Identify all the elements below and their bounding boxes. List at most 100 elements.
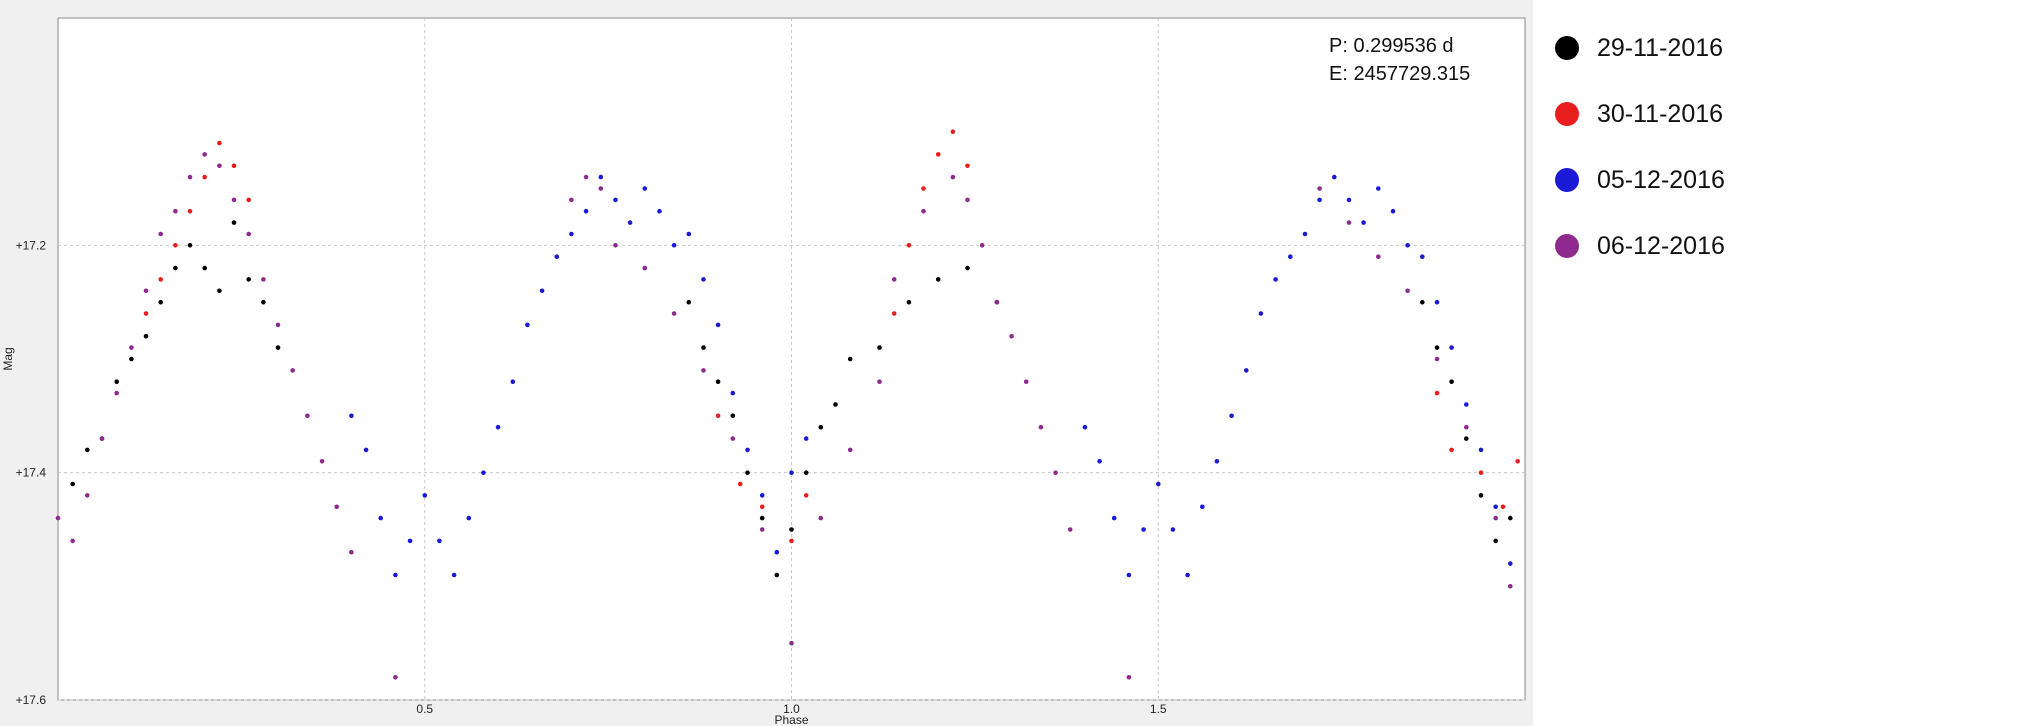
- data-point: [774, 572, 780, 578]
- data-point: [921, 186, 926, 191]
- data-point: [1434, 356, 1440, 362]
- data-point: [378, 515, 384, 521]
- data-point: [598, 174, 604, 180]
- y-tick-label: +17.4: [16, 466, 47, 480]
- data-point: [701, 368, 706, 373]
- y-tick-label: +17.6: [16, 693, 47, 707]
- data-point: [202, 265, 207, 271]
- data-point: [1405, 243, 1410, 248]
- data-point: [979, 243, 985, 248]
- data-point: [1111, 515, 1117, 521]
- data-point: [495, 424, 501, 430]
- data-point: [789, 640, 794, 646]
- data-point: [275, 322, 281, 328]
- data-point: [1302, 231, 1308, 237]
- data-point: [950, 174, 956, 180]
- data-point: [275, 345, 281, 350]
- data-point: [510, 379, 516, 385]
- data-point: [539, 288, 545, 294]
- data-point: [1449, 447, 1454, 453]
- legend-label: 29-11-2016: [1597, 33, 1724, 62]
- data-point: [730, 436, 736, 441]
- data-point: [114, 390, 119, 396]
- data-point: [363, 447, 369, 453]
- data-point: [290, 368, 296, 373]
- y-axis-label: Mag: [1, 347, 15, 370]
- data-point: [554, 254, 560, 259]
- data-point: [598, 186, 604, 191]
- data-point: [1500, 504, 1506, 510]
- legend-label: 06-12-2016: [1597, 231, 1725, 260]
- data-point: [1288, 254, 1293, 259]
- data-point: [1376, 254, 1381, 259]
- data-point: [114, 379, 119, 385]
- data-point: [759, 515, 765, 521]
- data-point: [129, 345, 134, 350]
- data-point: [745, 447, 750, 453]
- data-point: [349, 413, 354, 419]
- data-point: [1126, 675, 1132, 680]
- x-tick-label: 0.5: [416, 702, 433, 716]
- data-point: [202, 174, 207, 180]
- data-point: [671, 311, 677, 316]
- data-point: [173, 265, 178, 271]
- data-point: [569, 197, 574, 203]
- data-point: [1508, 561, 1513, 566]
- data-point: [789, 538, 794, 544]
- data-point: [891, 277, 897, 282]
- legend-swatch: [1555, 36, 1579, 60]
- data-point: [1009, 334, 1014, 339]
- data-point: [246, 277, 251, 282]
- tick-labels: 0.5 1.0 1.5 +17.2 +17.4 +17.6: [16, 238, 1167, 716]
- light-curve-chart: 0.5 1.0 1.5 +17.2 +17.4 +17.6 Phase Mag P: 0.…: [1, 17, 1526, 726]
- data-point: [1214, 459, 1220, 464]
- data-point: [1317, 186, 1322, 191]
- data-point: [1126, 572, 1132, 578]
- data-point: [349, 549, 354, 555]
- data-point: [143, 311, 149, 316]
- data-point: [833, 402, 838, 407]
- data-point: [1200, 504, 1205, 510]
- data-point: [1229, 413, 1234, 419]
- data-point: [1478, 470, 1484, 476]
- data-point: [774, 549, 780, 555]
- data-point: [877, 345, 882, 350]
- data-point: [158, 299, 163, 305]
- data-point: [950, 129, 956, 134]
- data-point: [906, 299, 912, 305]
- data-point: [583, 208, 589, 214]
- data-point: [759, 493, 765, 498]
- data-point: [1405, 288, 1410, 294]
- data-point: [1493, 538, 1498, 544]
- data-point: [1464, 436, 1469, 441]
- data-point: [217, 288, 222, 294]
- data-point: [671, 243, 677, 248]
- data-point: [803, 493, 809, 498]
- data-point: [745, 470, 750, 476]
- data-point: [1478, 493, 1484, 498]
- plot-area: [57, 17, 1526, 701]
- data-point: [99, 436, 105, 441]
- data-point: [730, 390, 736, 396]
- x-tick-label: 1.0: [783, 702, 800, 716]
- data-point: [1420, 254, 1425, 259]
- data-point: [965, 265, 970, 271]
- legend-item-05-12-2016: 05-12-2016: [1555, 160, 1725, 200]
- data-point: [407, 538, 413, 544]
- legend-swatch: [1555, 234, 1579, 258]
- data-point: [965, 163, 970, 169]
- epoch-annotation: E: 2457729.315: [1329, 63, 1470, 85]
- data-point: [334, 504, 340, 510]
- data-point: [217, 140, 222, 146]
- data-point: [1185, 572, 1190, 578]
- data-point: [187, 174, 193, 180]
- legend-item-06-12-2016: 06-12-2016: [1555, 226, 1725, 266]
- data-point: [847, 356, 853, 362]
- legend-item-30-11-2016: 30-11-2016: [1555, 94, 1723, 134]
- data-point: [451, 572, 457, 578]
- data-point: [1464, 402, 1469, 407]
- data-point: [935, 277, 941, 282]
- data-point: [305, 413, 310, 419]
- data-point: [1464, 424, 1469, 430]
- data-point: [246, 231, 251, 237]
